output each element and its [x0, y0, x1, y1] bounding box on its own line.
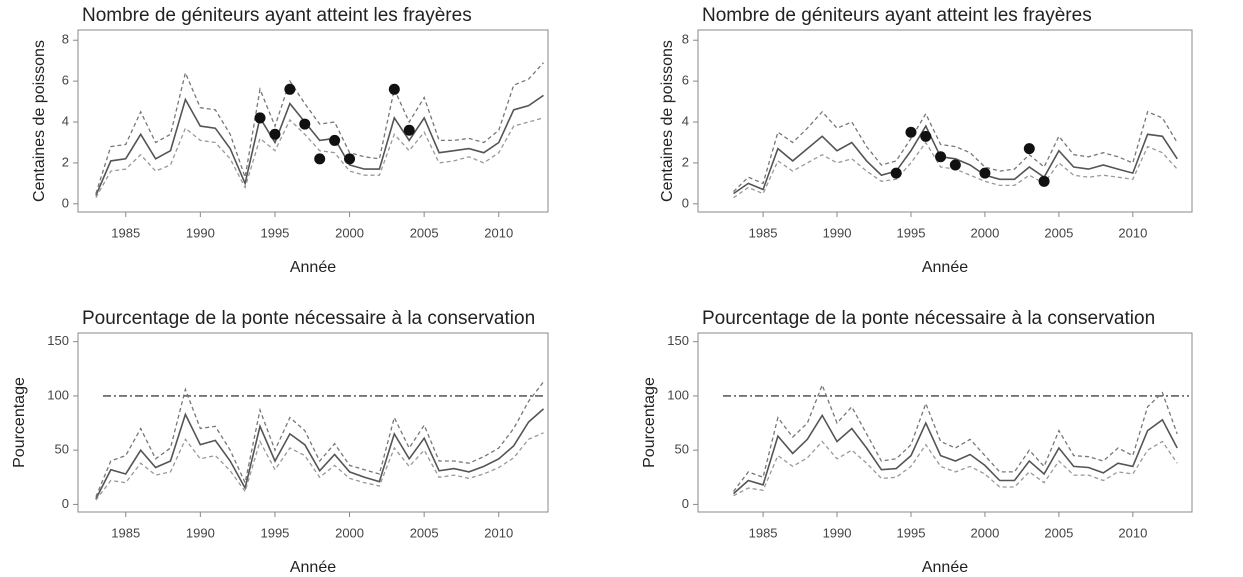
- bound-line: [733, 440, 1178, 497]
- y-tick-label: 8: [62, 32, 69, 47]
- observed-point: [329, 134, 341, 146]
- observed-point: [979, 167, 991, 179]
- y-axis-label: Pourcentage: [11, 377, 28, 468]
- x-tick-label: 2000: [970, 225, 999, 240]
- y-tick-label: 6: [62, 73, 69, 88]
- bound-line: [95, 62, 544, 194]
- y-tick-label: 50: [675, 442, 689, 457]
- x-tick-label: 2000: [335, 525, 364, 540]
- x-tick-label: 1985: [111, 525, 140, 540]
- observed-point: [344, 153, 356, 165]
- bound-line: [733, 110, 1178, 193]
- x-tick-label: 1985: [749, 525, 778, 540]
- y-tick-label: 150: [47, 333, 69, 348]
- x-tick-label: 1995: [897, 525, 926, 540]
- x-axis-label: Année: [290, 559, 336, 576]
- median-line: [732, 413, 1178, 495]
- y-tick-label: 0: [62, 195, 69, 210]
- plot-frame: [77, 332, 549, 513]
- observed-point: [269, 128, 281, 140]
- observed-point: [299, 118, 311, 130]
- x-tick-label: 1995: [260, 225, 289, 240]
- plot-frame: [697, 29, 1193, 213]
- observed-point: [254, 112, 266, 124]
- observed-point: [890, 167, 902, 179]
- y-tick-label: 4: [682, 113, 689, 128]
- x-tick-label: 2005: [410, 225, 439, 240]
- x-tick-label: 2005: [410, 525, 439, 540]
- x-tick-label: 1990: [186, 225, 215, 240]
- x-axis-label: Année: [290, 259, 336, 276]
- y-tick-label: 2: [682, 154, 689, 169]
- observed-point: [920, 130, 932, 142]
- observed-point: [1038, 175, 1050, 187]
- bound-line: [95, 432, 544, 501]
- x-tick-label: 2000: [335, 225, 364, 240]
- x-tick-label: 2005: [1044, 525, 1073, 540]
- y-tick-label: 0: [682, 496, 689, 511]
- median-line: [733, 124, 1178, 195]
- x-tick-label: 1985: [749, 225, 778, 240]
- y-tick-label: 8: [682, 32, 689, 47]
- chart-title: Pourcentage de la ponte nécessaire à la …: [702, 308, 1155, 329]
- x-axis-label: Année: [922, 259, 968, 276]
- y-tick-label: 0: [62, 496, 69, 511]
- y-axis-label: Centaines de poissons: [31, 40, 48, 202]
- x-tick-label: 1990: [186, 525, 215, 540]
- observed-point: [403, 124, 415, 136]
- observed-point: [1023, 143, 1035, 155]
- x-tick-label: 2010: [1118, 225, 1147, 240]
- observed-point: [314, 153, 326, 165]
- chart-title: Pourcentage de la ponte nécessaire à la …: [82, 308, 535, 329]
- x-tick-label: 1985: [111, 225, 140, 240]
- y-tick-label: 2: [62, 154, 69, 169]
- bound-line: [95, 381, 545, 498]
- x-tick-label: 2010: [484, 225, 513, 240]
- plot-frame: [697, 332, 1193, 513]
- y-tick-label: 100: [47, 387, 69, 402]
- observed-point: [905, 126, 917, 138]
- x-tick-label: 1990: [823, 225, 852, 240]
- median-line: [95, 94, 544, 196]
- x-tick-label: 2005: [1044, 225, 1073, 240]
- y-tick-label: 4: [62, 113, 69, 128]
- x-tick-label: 2000: [970, 525, 999, 540]
- y-tick-label: 150: [667, 333, 689, 348]
- x-tick-label: 1995: [260, 525, 289, 540]
- observed-point: [935, 151, 947, 163]
- bound-line: [95, 117, 544, 199]
- y-tick-label: 0: [682, 195, 689, 210]
- median-line: [95, 408, 545, 500]
- chart-title: Nombre de géniteurs ayant atteint les fr…: [82, 5, 472, 26]
- observed-point: [284, 83, 296, 95]
- x-tick-label: 2010: [484, 525, 513, 540]
- chart-title: Nombre de géniteurs ayant atteint les fr…: [702, 5, 1092, 26]
- y-axis-label: Pourcentage: [641, 377, 658, 468]
- y-axis-label: Centaines de poissons: [659, 40, 676, 202]
- y-tick-label: 6: [682, 73, 689, 88]
- y-tick-label: 50: [55, 442, 69, 457]
- y-tick-label: 100: [667, 387, 689, 402]
- bound-line: [732, 383, 1178, 492]
- x-tick-label: 1990: [823, 525, 852, 540]
- observed-point: [949, 159, 961, 171]
- plot-frame: [77, 29, 549, 213]
- x-axis-label: Année: [922, 559, 968, 576]
- observed-point: [388, 83, 400, 95]
- x-tick-label: 2010: [1118, 525, 1147, 540]
- x-tick-label: 1995: [897, 225, 926, 240]
